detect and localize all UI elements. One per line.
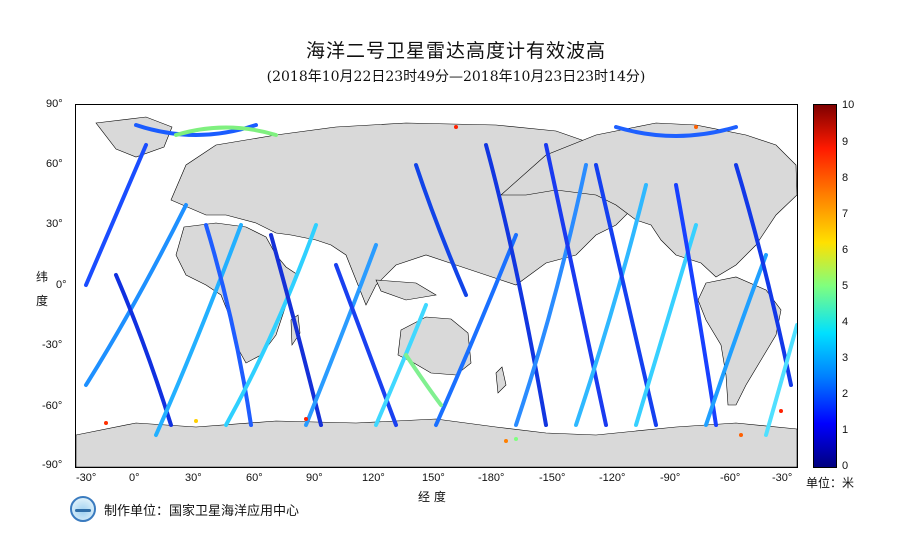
ground-track (544, 143, 608, 427)
colorbar (813, 104, 837, 468)
measurement-dot (504, 439, 508, 443)
ground-track (704, 253, 768, 427)
map-panel (75, 104, 798, 468)
measurement-dot (104, 421, 108, 425)
lat-tick: 30° (46, 218, 63, 230)
measurement-dot (454, 125, 458, 129)
ground-track (404, 353, 443, 407)
lat-tick: 60° (46, 158, 63, 170)
ground-track (204, 223, 253, 427)
measurement-dot (304, 417, 308, 421)
ground-track (114, 273, 173, 427)
lon-tick: 60° (246, 472, 263, 484)
ground-track (764, 323, 797, 437)
land-antarctica (76, 418, 797, 467)
colorbar-tick: 1 (842, 424, 849, 436)
ground-track (434, 233, 518, 427)
colorbar-tick: 9 (842, 136, 849, 148)
chart-title: 海洋二号卫星雷达高度计有效波高 (305, 40, 606, 62)
ground-track (484, 143, 548, 427)
lon-tick: 150° (422, 472, 445, 484)
lat-tick: -30° (42, 339, 63, 351)
measurement-dot (779, 409, 783, 413)
lon-tick: -30° (772, 472, 793, 484)
y-axis-label-bottom: 度 (36, 294, 49, 308)
land-greenland (95, 116, 173, 158)
lat-tick: 90° (46, 98, 63, 110)
ground-track (414, 163, 468, 297)
ground-track (154, 223, 243, 437)
track-layer (84, 123, 797, 437)
measurement-dots (104, 125, 783, 443)
land-north-america (500, 122, 797, 278)
land-layer (76, 116, 797, 467)
lon-tick: -60° (720, 472, 741, 484)
chart-subtitle: (2018年10月22日23时49分—2018年10月23日23时14分) (266, 69, 646, 85)
colorbar-tick: 0 (842, 460, 849, 472)
measurement-dot (694, 125, 698, 129)
ground-track (734, 163, 793, 387)
ground-track (224, 223, 318, 427)
land-indonesia (375, 279, 437, 301)
lon-tick: -120° (599, 472, 626, 484)
ground-track (594, 163, 658, 427)
lat-tick: 0° (56, 279, 67, 291)
lon-tick: 0° (129, 472, 140, 484)
ground-track (374, 303, 428, 427)
ground-track (304, 243, 378, 427)
lat-tick: -90° (42, 459, 63, 471)
ground-track (269, 233, 323, 427)
colorbar-tick: 10 (842, 99, 855, 111)
producer-label: 制作单位：国家卫星海洋应用中心 (104, 503, 300, 519)
colorbar-tick: 7 (842, 208, 849, 220)
ground-track (674, 183, 718, 427)
swh-map (76, 116, 797, 467)
lon-tick: -150° (539, 472, 566, 484)
lon-tick: -90° (660, 472, 681, 484)
ground-track (514, 163, 588, 427)
measurement-dot (739, 433, 743, 437)
ground-track (84, 203, 188, 387)
lon-tick: -30° (76, 472, 97, 484)
colorbar-unit: 单位：米 (806, 476, 855, 490)
land-newzealand (495, 366, 507, 394)
ground-track (334, 263, 398, 427)
measurement-dot (514, 437, 518, 441)
lon-tick: 90° (306, 472, 323, 484)
lon-tick: 120° (362, 472, 385, 484)
footer: 制作单位：国家卫星海洋应用中心 (70, 496, 299, 522)
ground-track (174, 125, 278, 137)
colorbar-tick: 6 (842, 244, 849, 256)
lon-tick: 30° (185, 472, 202, 484)
lat-tick: -60° (42, 400, 63, 412)
colorbar-tick: 4 (842, 316, 849, 328)
colorbar-tick: 8 (842, 172, 849, 184)
ground-track (574, 183, 648, 427)
ground-track (84, 143, 148, 287)
nsoas-logo-icon (70, 496, 96, 522)
ground-track (614, 125, 738, 138)
x-axis-label: 经 度 (418, 490, 446, 504)
colorbar-tick: 5 (842, 280, 849, 292)
measurement-dot (194, 419, 198, 423)
colorbar-tick: 3 (842, 352, 849, 364)
colorbar-tick: 2 (842, 388, 849, 400)
y-axis-label-top: 纬 (36, 270, 49, 284)
lon-tick: -180° (478, 472, 505, 484)
